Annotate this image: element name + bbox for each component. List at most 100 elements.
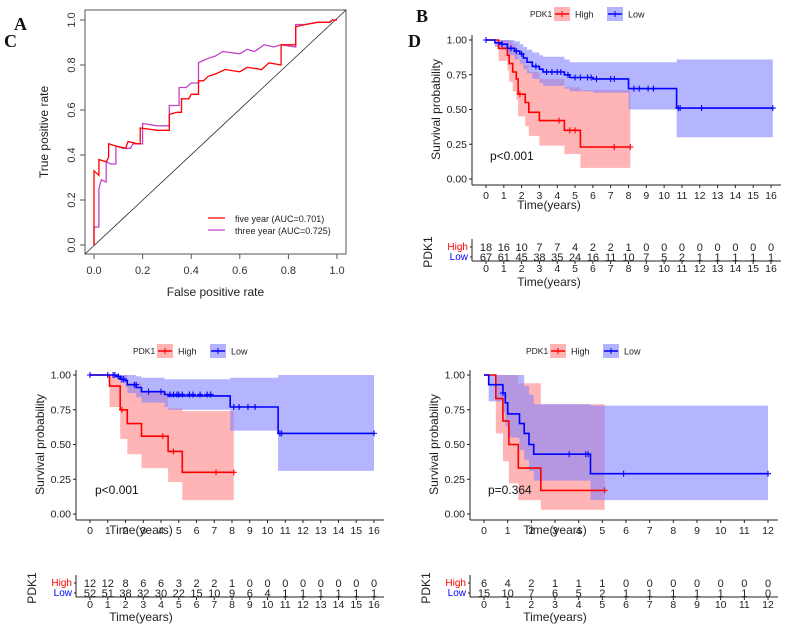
risk-count: 52 xyxy=(84,588,96,600)
x-tick-label: 2 xyxy=(528,599,534,611)
censor-mark xyxy=(230,403,237,410)
censor-mark xyxy=(213,469,220,476)
risk-count: 51 xyxy=(102,588,114,600)
risk-count: 38 xyxy=(119,588,131,600)
y-tick-label: 0.00 xyxy=(447,174,468,186)
confidence-band-high xyxy=(486,40,631,168)
x-tick-label: 3 xyxy=(140,525,146,537)
risk-count: 0 xyxy=(679,242,685,254)
x-tick-label: 15 xyxy=(747,263,759,275)
censor-mark xyxy=(611,144,618,151)
risk-count: 0 xyxy=(247,578,253,590)
x-tick-label: 7 xyxy=(647,525,653,537)
risk-count: 12 xyxy=(102,578,114,590)
x-tick-label: 4 xyxy=(554,263,560,275)
censor-mark xyxy=(650,85,657,92)
risk-count: 1 xyxy=(623,588,629,600)
y-axis-title: Survival probability xyxy=(427,394,441,495)
risk-row-label-low: Low xyxy=(450,252,469,263)
x-tick-label: 6 xyxy=(194,599,200,611)
x-tick-label: 12 xyxy=(694,263,706,275)
x-tick-label: 4 xyxy=(576,525,582,537)
x-tick-label: 5 xyxy=(572,263,578,275)
risk-count: 61 xyxy=(498,252,510,264)
risk-count: 1 xyxy=(741,588,747,600)
risk-count: 1 xyxy=(300,588,306,600)
censor-mark xyxy=(87,372,93,378)
x-tick-label: 5 xyxy=(599,525,605,537)
risk-count: 45 xyxy=(516,252,528,264)
x-tick-label: 11 xyxy=(676,190,687,202)
y-axis-title: Survival probability xyxy=(33,394,47,495)
censor-mark xyxy=(572,127,579,134)
censor-mark xyxy=(677,105,684,112)
risk-count: 2 xyxy=(599,588,605,600)
x-tick-label: 15 xyxy=(350,599,362,611)
x-tick-label: 10 xyxy=(715,525,727,537)
risk-count: 5 xyxy=(576,588,582,600)
censor-mark xyxy=(278,430,285,437)
risk-count: 1 xyxy=(576,578,582,590)
censor-mark xyxy=(636,85,643,92)
risk-count: 1 xyxy=(353,588,359,600)
risk-count: 1 xyxy=(697,252,703,264)
risk-table-x-title: Time(years) xyxy=(517,275,581,289)
censor-mark xyxy=(236,403,243,410)
x-tick-label: 10 xyxy=(658,190,670,202)
risk-table-x-title: Time(years) xyxy=(523,610,587,624)
x-tick-label: 12 xyxy=(297,525,309,537)
x-tick-label: 6 xyxy=(623,599,629,611)
x-tick-label: 5 xyxy=(599,599,605,611)
x-tick-label: 1 xyxy=(501,190,507,202)
x-tick-label: 10 xyxy=(262,525,274,537)
x-tick-label: 7 xyxy=(211,599,217,611)
x-tick-label: 13 xyxy=(315,525,327,537)
censor-mark xyxy=(601,487,608,494)
x-tick-label: 0 xyxy=(87,599,93,611)
risk-count: 0 xyxy=(741,578,747,590)
censor-mark xyxy=(189,391,196,398)
x-tick-label: 12 xyxy=(297,599,309,611)
risk-count: 0 xyxy=(282,578,288,590)
risk-count: 0 xyxy=(765,578,771,590)
y-tick-label: 0.25 xyxy=(447,139,468,151)
x-tick-label: 2 xyxy=(519,263,525,275)
x-tick-label: 6 xyxy=(590,263,596,275)
legend: PDK1 High Low xyxy=(530,7,645,21)
x-tick-label: 9 xyxy=(247,599,253,611)
x-tick-label: 6 xyxy=(623,525,629,537)
x-tick-label: 8 xyxy=(229,599,235,611)
x-tick-label: 8 xyxy=(670,599,676,611)
confidence-band-high xyxy=(109,375,234,501)
x-tick-label: 2 xyxy=(528,525,534,537)
censor-mark xyxy=(115,373,122,380)
confidence-band-low xyxy=(488,375,768,501)
censor-mark xyxy=(170,448,177,455)
risk-count: 0 xyxy=(768,242,774,254)
risk-count: 0 xyxy=(715,242,721,254)
legend-title: PDK1 xyxy=(530,9,552,19)
x-tick-label: 8 xyxy=(626,263,632,275)
risk-count: 1 xyxy=(282,588,288,600)
risk-count: 7 xyxy=(643,252,649,264)
x-tick-label: 1 xyxy=(105,599,111,611)
x-tick-label: 13 xyxy=(712,190,724,202)
survival-curve-low xyxy=(484,374,768,475)
legend-label: three year (AUC=0.725) xyxy=(235,226,331,236)
censor-mark xyxy=(564,71,571,78)
risk-count: 6 xyxy=(158,578,164,590)
y-axis-title: Survival probability xyxy=(429,59,443,160)
legend-label-high: High xyxy=(571,347,590,357)
risk-count: 4 xyxy=(264,588,270,600)
x-tick-label: 3 xyxy=(537,263,543,275)
x-tick-label: 8 xyxy=(670,525,676,537)
legend: PDK1 High Low xyxy=(526,344,641,358)
survival-curve-high xyxy=(484,374,605,492)
panel-label: D xyxy=(408,31,421,51)
x-tick-label: 16 xyxy=(368,525,380,537)
roc-curve-three-year xyxy=(93,19,337,245)
risk-count: 2 xyxy=(211,578,217,590)
legend-label-low: Low xyxy=(628,10,645,20)
